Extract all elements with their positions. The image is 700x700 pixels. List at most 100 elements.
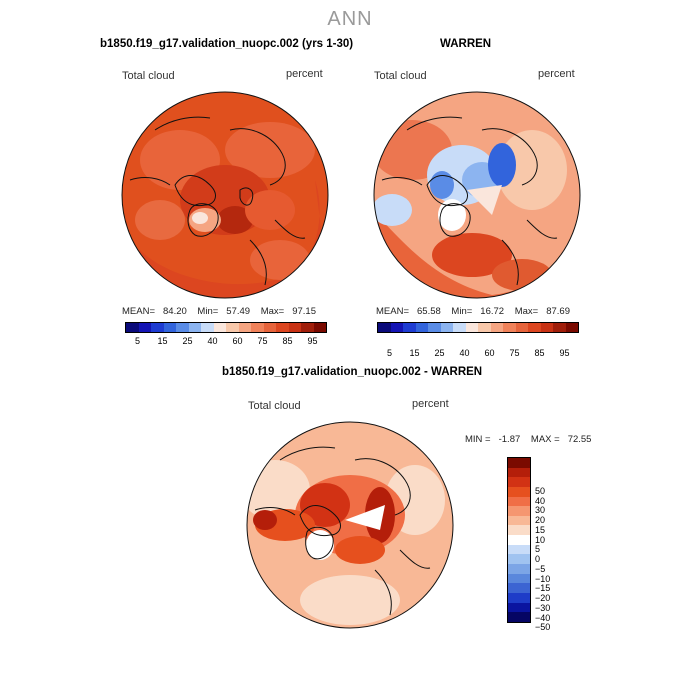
model-max-value: 97.15 [292, 306, 316, 317]
diff-case-title: b1850.f19_g17.validation_nuopc.002 - WAR… [222, 366, 483, 378]
model-colorbar-tick-label: 25 [182, 336, 193, 346]
model-colorbar-tick-label: 40 [207, 336, 218, 346]
obs-colorbar-swatch [540, 323, 553, 332]
obs-colorbar-swatch [503, 323, 516, 332]
obs-colorbar-swatch [565, 323, 578, 332]
diff-colorbar-swatch [508, 506, 530, 516]
obs-colorbar-swatch [415, 323, 428, 332]
obs-min-label: Min= [451, 306, 473, 317]
obs-colorbar-tick-label: 40 [459, 348, 470, 358]
obs-case-title: WARREN [440, 38, 492, 50]
obs-colorbar-swatch [478, 323, 491, 332]
diff-colorbar-swatch [508, 486, 530, 497]
diff-colorbar-swatch [508, 573, 530, 584]
model-colorbar-tick-label: 5 [134, 336, 141, 346]
diff-colorbar-tick-label: 15 [535, 524, 546, 535]
diff-colorbar-tick-label: −15 [535, 583, 551, 594]
model-colorbar-swatch [163, 323, 176, 332]
diff-map [246, 421, 454, 629]
diff-colorbar-swatch [508, 602, 530, 613]
obs-colorbar-tick-label: 95 [559, 348, 570, 358]
diff-stats: MIN = -1.87 MAX = 72.55 [465, 434, 599, 445]
diff-variable-label: Total cloud [248, 400, 301, 412]
obs-colorbar-tick-label: 25 [434, 348, 445, 358]
diff-colorbar-swatch [508, 515, 530, 526]
diff-colorbar-swatch [508, 525, 530, 536]
diff-colorbar-tick-label: 30 [535, 505, 546, 516]
diff-colorbar-tick-label: −20 [535, 593, 551, 604]
diff-min-value: -1.87 [498, 434, 521, 445]
page-title: ANN [327, 8, 373, 30]
diff-colorbar-swatch [508, 477, 530, 487]
model-mean-value: 84.20 [163, 306, 187, 317]
model-colorbar-swatch [276, 323, 289, 332]
model-colorbar-swatch [226, 323, 239, 332]
obs-colorbar-tick-label: 75 [509, 348, 520, 358]
diff-colorbar-swatch [508, 592, 530, 603]
diff-colorbar-tick-label: −5 [535, 563, 546, 574]
model-colorbar-swatch [176, 323, 189, 332]
model-colorbar-tick-label: 60 [232, 336, 243, 346]
obs-colorbar-swatch [453, 323, 466, 332]
diff-colorbar-tick-label: −50 [535, 622, 551, 633]
model-colorbar [125, 322, 327, 333]
model-colorbar-swatch [151, 323, 164, 332]
obs-mean-label: MEAN= [376, 306, 409, 317]
diff-colorbar-tick-label: 5 [535, 544, 541, 555]
model-min-value: 57.49 [226, 306, 251, 317]
model-variable-label: Total cloud [122, 70, 175, 82]
model-mean-label: MEAN= [122, 306, 155, 317]
model-colorbar-swatch [288, 323, 301, 332]
obs-min-value: 16.72 [480, 306, 505, 317]
model-colorbar-swatch [251, 323, 264, 332]
diff-colorbar-swatch [508, 544, 530, 555]
diff-colorbar-swatch [508, 496, 530, 507]
model-colorbar-swatch [301, 323, 314, 332]
obs-colorbar-swatch [465, 323, 478, 332]
diff-colorbar-swatch [508, 467, 530, 478]
diff-max-value: 72.55 [567, 434, 592, 445]
model-colorbar-ticks: 5 15 25 40 60 75 85 95 [125, 334, 325, 346]
model-case-title: b1850.f19_g17.validation_nuopc.002 (yrs … [100, 38, 354, 50]
model-colorbar-swatch [213, 323, 226, 332]
obs-colorbar-tick-label: 5 [386, 348, 393, 358]
diff-units-label: percent [412, 398, 449, 410]
obs-mean-value: 65.58 [417, 306, 441, 317]
model-colorbar-tick-label: 15 [157, 336, 168, 346]
diff-colorbar-tick-label: 50 [535, 485, 546, 496]
model-colorbar-swatch [201, 323, 214, 332]
obs-colorbar-swatch [490, 323, 503, 332]
model-max-label: Max= [260, 306, 285, 317]
model-colorbar-tick-label: 85 [282, 336, 293, 346]
obs-colorbar-swatch [528, 323, 541, 332]
obs-max-label: Max= [514, 306, 539, 317]
diff-max-label: MAX = [530, 434, 560, 445]
model-colorbar-swatch [126, 323, 139, 332]
obs-units-label: percent [538, 68, 575, 80]
diff-colorbar-tick-label: 20 [535, 515, 546, 526]
diff-colorbar-swatch [508, 612, 530, 622]
obs-colorbar-swatch [390, 323, 403, 332]
obs-colorbar-swatch [553, 323, 566, 332]
diff-colorbar-tick-label: 10 [535, 534, 546, 545]
diff-min-label: MIN = [465, 434, 491, 445]
model-colorbar-swatch [188, 323, 201, 332]
diff-colorbar-tick-label: 40 [535, 495, 546, 506]
diff-colorbar-swatch [508, 583, 530, 593]
obs-colorbar-swatch [440, 323, 453, 332]
model-colorbar-swatch [138, 323, 151, 332]
obs-variable-label: Total cloud [374, 70, 427, 82]
model-map [121, 91, 329, 299]
model-colorbar-tick-label: 95 [307, 336, 318, 346]
model-colorbar-swatch [313, 323, 326, 332]
model-min-label: Min= [197, 306, 219, 317]
diff-colorbar-tick-label: −30 [535, 602, 551, 613]
obs-max-value: 87.69 [546, 306, 570, 317]
model-units-label: percent [286, 68, 323, 80]
obs-colorbar-swatch [515, 323, 528, 332]
diff-colorbar-swatch [508, 458, 530, 468]
model-stats: MEAN= 84.20 Min= 57.49 Max= 97.15 [122, 306, 324, 317]
model-colorbar-swatch [238, 323, 251, 332]
obs-colorbar-ticks: 5 15 25 40 60 75 85 95 [377, 346, 577, 358]
diff-colorbar-tick-label: 0 [535, 554, 541, 565]
